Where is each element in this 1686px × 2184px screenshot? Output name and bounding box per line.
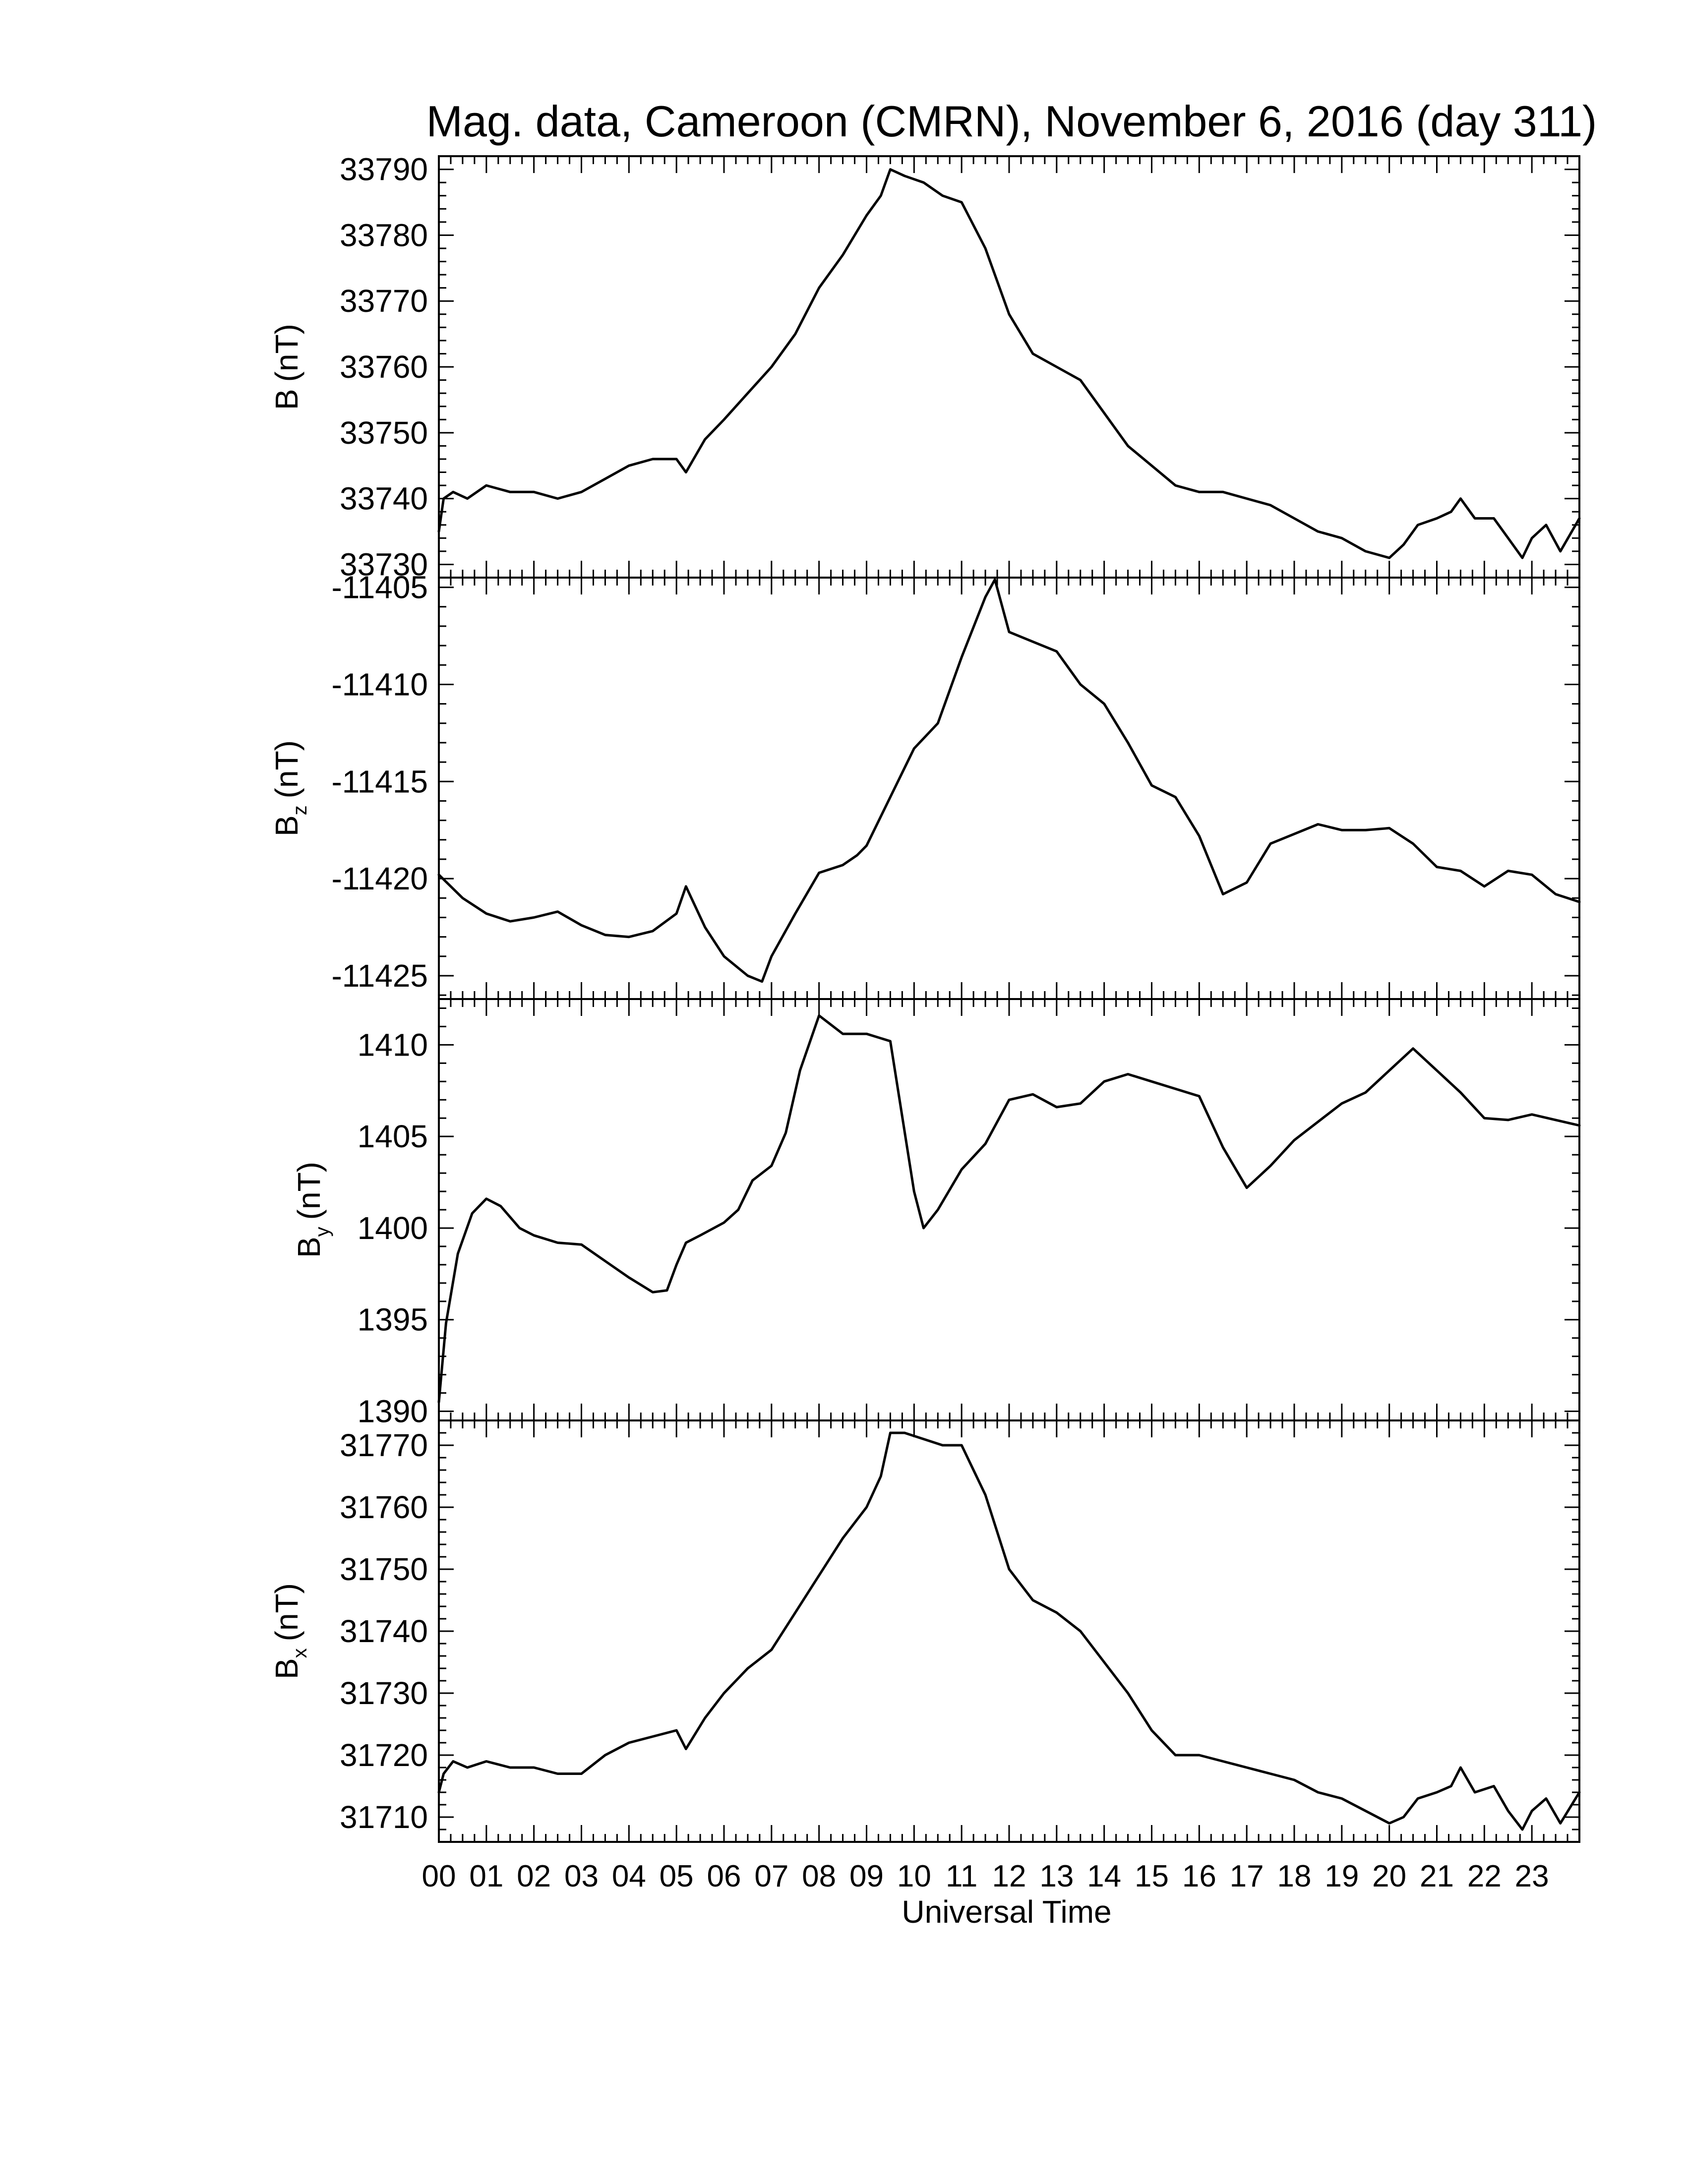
- y-tick-label-bz: -11415: [331, 764, 428, 799]
- x-tick-label: 09: [849, 1859, 884, 1893]
- y-axis-label-bx: Bx (nT): [269, 1583, 311, 1679]
- y-axis-label-b-total: B (nT): [269, 324, 304, 410]
- panel-b-total: 33730 33740 33750 33760 33770 33780 33790 B (nT): [269, 152, 1581, 582]
- y-tick-label-by: 1390: [358, 1394, 428, 1429]
- y-axis-label-subscript: y: [311, 1227, 333, 1237]
- y-tick-label-b-total: 33780: [340, 217, 428, 253]
- panel-frame-b-total: [438, 155, 1580, 579]
- series-line-by: [437, 1014, 1581, 1404]
- x-tick-label: 05: [660, 1859, 694, 1893]
- x-axis-label: Universal Time: [902, 1894, 1111, 1930]
- y-axis-label-by: By (nT): [291, 1162, 333, 1258]
- y-axis-label-bz: Bz (nT): [269, 740, 311, 836]
- x-tick-label: 01: [469, 1859, 503, 1893]
- y-ticks-bx: [439, 1419, 1579, 1843]
- y-axis-label-unit: (nT): [291, 1162, 327, 1220]
- x-tick-label: 12: [992, 1859, 1026, 1893]
- x-tick-label: 04: [612, 1859, 646, 1893]
- y-tick-label-by: 1400: [358, 1210, 428, 1246]
- y-tick-label-b-total: 33770: [340, 283, 428, 319]
- y-tick-label-b-total: 33730: [340, 546, 428, 582]
- x-tick-label: 13: [1039, 1859, 1074, 1893]
- y-tick-label-bx: 31710: [340, 1799, 428, 1835]
- x-tick-label: 00: [422, 1859, 456, 1893]
- x-tick-label: 02: [517, 1859, 551, 1893]
- chart-title: Mag. data, Cameroon (CMRN), November 6, …: [426, 97, 1597, 146]
- x-tick-label: 21: [1420, 1859, 1454, 1893]
- x-tick-label: 10: [897, 1859, 931, 1893]
- y-tick-label-b-total: 33740: [340, 481, 428, 517]
- panel-bx: 31710 31720 31730 31740 31750 31760 31770 Bx (nT…: [269, 1419, 1581, 1843]
- y-tick-label-bx: 31750: [340, 1551, 428, 1587]
- y-ticks-bz: [439, 587, 1579, 996]
- x-tick-label: 22: [1467, 1859, 1502, 1893]
- x-tick-label: 20: [1372, 1859, 1406, 1893]
- x-ticks-by: [438, 999, 1580, 1420]
- panel-by: 1390 1395 1400 1405 1410 By (nT): [291, 998, 1581, 1429]
- x-tick-label: 15: [1135, 1859, 1169, 1893]
- x-tick-label: 03: [564, 1859, 599, 1893]
- x-tick-label: 18: [1277, 1859, 1312, 1893]
- panel-frame-by: [438, 998, 1580, 1421]
- panel-frame-bx: [438, 1419, 1580, 1843]
- panel-bz: -11405 -11410 -11415 -11420 -11425 Bz (nT): [269, 570, 1581, 1000]
- x-tick-label: 23: [1515, 1859, 1549, 1893]
- y-axis-label-main: B: [269, 389, 304, 410]
- x-tick-label: 06: [707, 1859, 741, 1893]
- y-tick-label-bx: 31720: [340, 1737, 428, 1773]
- x-tick-labels: 00 01 02 03 04 05 06 07 08 09 10 11 12 13 14 15 16 17 18 19…: [422, 1859, 1549, 1893]
- x-ticks-bz: [438, 578, 1580, 999]
- y-tick-label-by: 1410: [358, 1027, 428, 1062]
- y-tick-label-bz: -11420: [331, 861, 428, 896]
- y-axis-label-main: B: [269, 815, 304, 836]
- y-axis-label-unit: (nT): [269, 324, 304, 382]
- series-line-bz: [437, 578, 1581, 983]
- y-axis-label-subscript: x: [289, 1648, 311, 1658]
- y-tick-label-bz: -11405: [331, 570, 428, 605]
- y-axis-label-main: B: [269, 1658, 304, 1679]
- y-ticks-by: [439, 1007, 1579, 1413]
- x-tick-label: 16: [1182, 1859, 1216, 1893]
- x-tick-label: 17: [1230, 1859, 1264, 1893]
- series-line-b-total: [437, 168, 1581, 559]
- x-tick-label: 08: [802, 1859, 836, 1893]
- x-tick-label: 14: [1087, 1859, 1121, 1893]
- y-tick-label-bx: 31730: [340, 1675, 428, 1711]
- x-tick-label: 07: [754, 1859, 788, 1893]
- y-tick-label-by: 1405: [358, 1119, 428, 1154]
- y-tick-label-b-total: 33750: [340, 415, 428, 451]
- x-ticks-b-total: [438, 156, 1580, 578]
- y-ticks-b-total: [439, 155, 1579, 579]
- y-axis-label-unit: (nT): [269, 740, 304, 798]
- y-tick-label-b-total: 33760: [340, 349, 428, 385]
- y-tick-label-bx: 31760: [340, 1489, 428, 1525]
- x-ticks-bx: [438, 1420, 1580, 1842]
- y-tick-label-bz: -11425: [331, 958, 428, 994]
- y-tick-label-by: 1395: [358, 1302, 428, 1338]
- y-tick-label-bx: 31740: [340, 1613, 428, 1649]
- y-tick-label-bz: -11410: [331, 666, 428, 702]
- y-axis-label-unit: (nT): [269, 1583, 304, 1641]
- x-tick-label: 11: [946, 1859, 977, 1893]
- series-line-bx: [437, 1431, 1581, 1831]
- y-axis-label-subscript: z: [289, 805, 311, 815]
- y-tick-label-bx: 31770: [340, 1427, 428, 1463]
- x-tick-label: 19: [1325, 1859, 1359, 1893]
- y-tick-label-b-total: 33790: [340, 152, 428, 187]
- y-axis-label-main: B: [291, 1237, 327, 1258]
